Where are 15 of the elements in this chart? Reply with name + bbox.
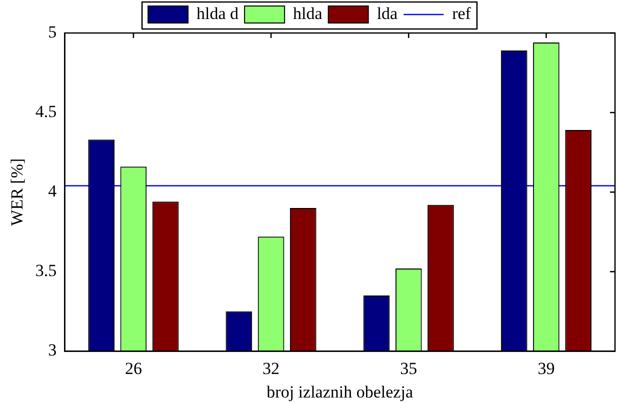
y-tick-label: 4.5 <box>35 102 57 122</box>
x-axis-title: broj izlaznih obelezja <box>266 382 414 402</box>
legend-label: hlda <box>293 4 323 23</box>
x-tick-label: 39 <box>538 358 555 378</box>
y-axis-title: WER [%] <box>8 158 27 226</box>
x-tick-label: 32 <box>262 358 280 378</box>
y-tick-label: 4 <box>48 182 58 201</box>
y-tick-label: 3.5 <box>35 261 57 280</box>
legend-label: lda <box>376 4 398 23</box>
x-tick-label: 26 <box>124 358 142 378</box>
x-tick-label: 35 <box>400 358 418 378</box>
y-tick-label: 5 <box>48 22 57 42</box>
y-tick-label: 3 <box>48 340 57 360</box>
legend-label: hlda d <box>196 4 240 23</box>
legend-label: ref <box>452 4 472 23</box>
